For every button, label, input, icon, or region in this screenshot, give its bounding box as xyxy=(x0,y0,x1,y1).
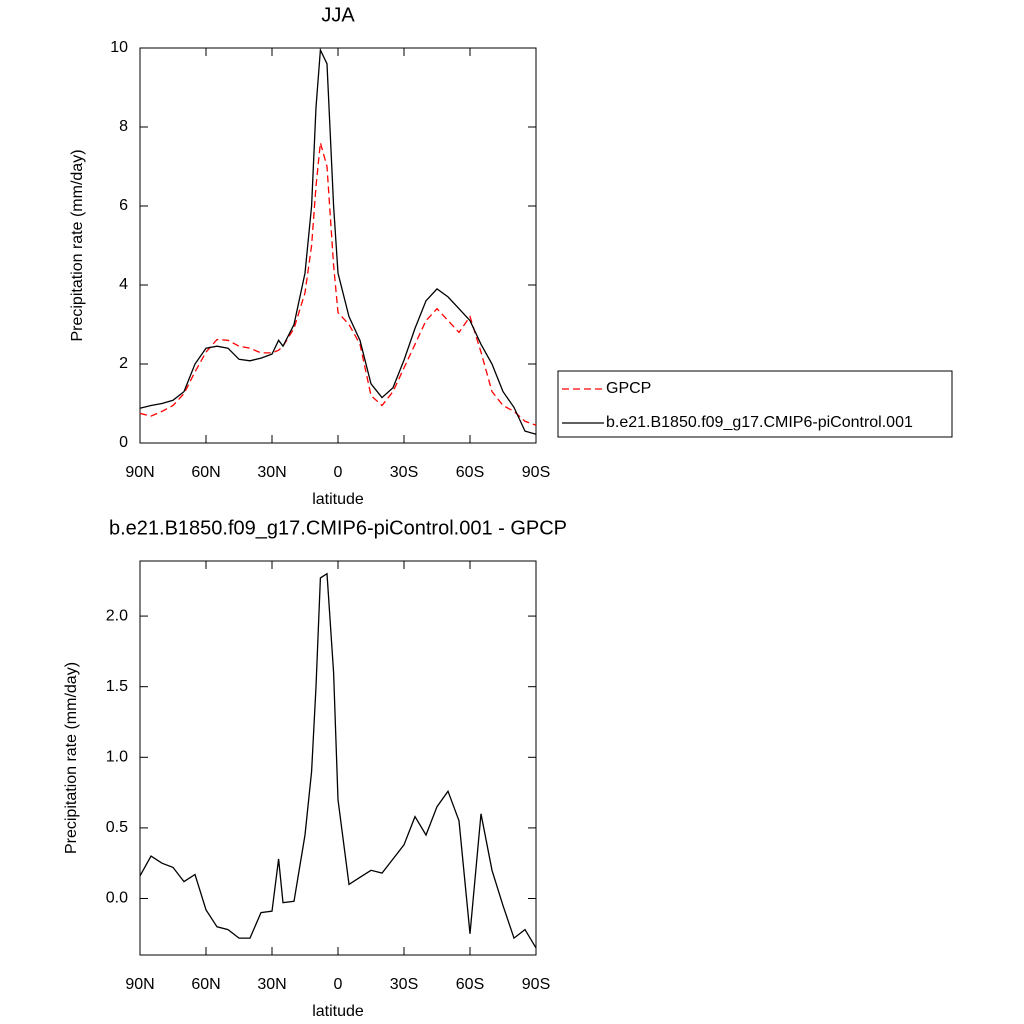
x-tick-label: 60S xyxy=(456,976,484,993)
x-tick-label: 60N xyxy=(191,976,220,993)
y-axis-label: Precipitation rate (mm/day) xyxy=(63,662,80,854)
y-tick-label: 4 xyxy=(119,276,128,293)
y-tick-label: 1.0 xyxy=(106,749,128,766)
data-line xyxy=(139,142,537,426)
x-tick-label: 0 xyxy=(334,976,343,993)
y-tick-label: 0 xyxy=(119,434,128,451)
x-axis-label: latitude xyxy=(312,491,364,508)
x-tick-label: 0 xyxy=(334,464,343,481)
y-tick-label: 2 xyxy=(119,355,128,372)
chart-title: JJA xyxy=(321,4,355,26)
legend-label: GPCP xyxy=(606,380,651,397)
y-tick-label: 8 xyxy=(119,118,128,135)
chart-title: b.e21.B1850.f09_g17.CMIP6-piControl.001 … xyxy=(109,517,567,539)
x-tick-label: 90N xyxy=(125,464,154,481)
y-axis-label: Precipitation rate (mm/day) xyxy=(69,149,86,341)
data-line xyxy=(139,572,537,949)
x-tick-label: 30S xyxy=(390,464,418,481)
x-tick-label: 30S xyxy=(390,976,418,993)
y-tick-label: 1.5 xyxy=(106,678,128,695)
y-tick-label: 6 xyxy=(119,197,128,214)
legend-label: b.e21.B1850.f09_g17.CMIP6-piControl.001 xyxy=(606,414,913,431)
x-tick-label: 90N xyxy=(125,976,154,993)
x-tick-label: 30N xyxy=(257,976,286,993)
y-tick-label: 2.0 xyxy=(106,607,128,624)
y-tick-label: 0.0 xyxy=(106,890,128,907)
plot-frame xyxy=(139,47,537,444)
x-tick-label: 90S xyxy=(522,976,550,993)
x-axis-label: latitude xyxy=(312,1003,364,1020)
data-line xyxy=(139,47,537,435)
legend-box xyxy=(557,370,953,438)
x-tick-label: 30N xyxy=(257,464,286,481)
x-tick-label: 60S xyxy=(456,464,484,481)
x-tick-label: 90S xyxy=(522,464,550,481)
y-tick-label: 10 xyxy=(110,39,128,56)
plot-frame xyxy=(139,560,537,956)
y-tick-label: 0.5 xyxy=(106,819,128,836)
x-tick-label: 60N xyxy=(191,464,220,481)
